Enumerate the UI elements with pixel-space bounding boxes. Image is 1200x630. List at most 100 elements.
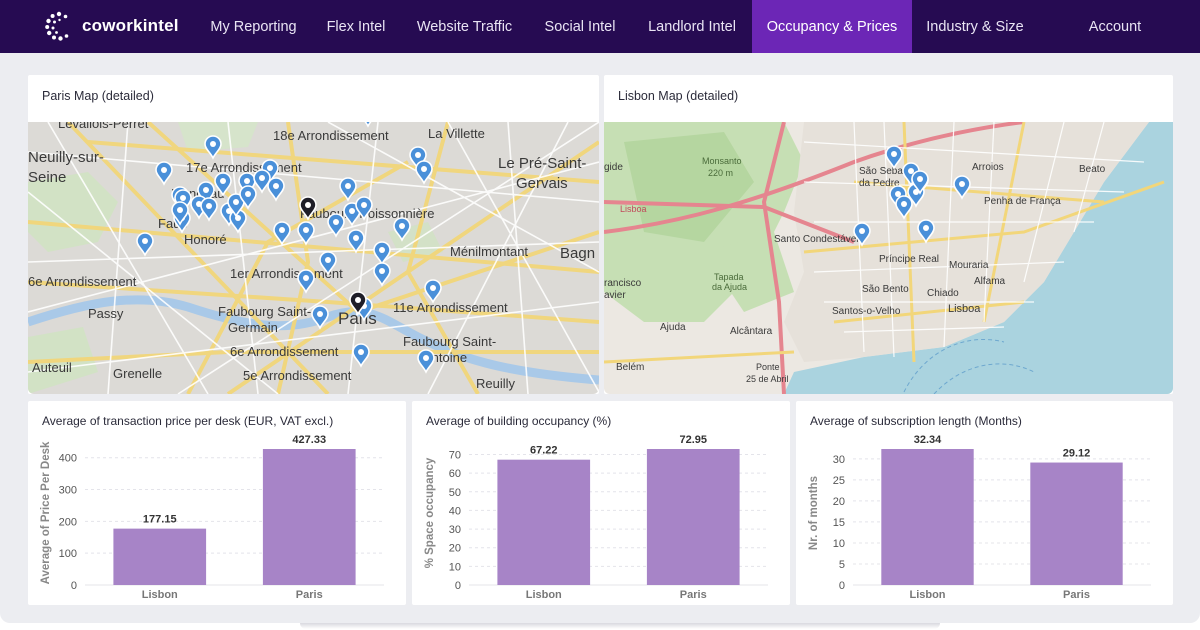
map-place-label: Tapada <box>714 272 744 282</box>
occupancy-chart-title: Average of building occupancy (%) <box>426 414 612 428</box>
location-marker-icon[interactable] <box>373 262 391 287</box>
nav-landlord-intel[interactable]: Landlord Intel <box>648 18 736 35</box>
map-place-label: Le Pré-Saint- <box>498 155 586 172</box>
map-place-label: Gervais <box>516 175 568 192</box>
location-marker-icon[interactable] <box>200 197 218 222</box>
location-marker-icon[interactable] <box>885 145 903 170</box>
nav-my-reporting[interactable]: My Reporting <box>210 18 297 35</box>
location-marker-icon[interactable] <box>352 343 370 368</box>
location-marker-icon[interactable] <box>953 175 971 200</box>
location-marker-icon[interactable] <box>895 195 913 220</box>
location-marker-icon[interactable] <box>360 122 376 128</box>
map-place-label: 220 m <box>708 168 733 178</box>
map-place-label: Auteuil <box>32 360 72 375</box>
map-place-label: La Villette <box>428 126 485 141</box>
location-marker-icon[interactable] <box>299 196 317 221</box>
location-marker-icon[interactable] <box>355 196 373 221</box>
location-marker-icon[interactable] <box>415 160 433 185</box>
map-place-label: rancisco <box>604 278 642 289</box>
y-tick-label: 10 <box>449 561 461 573</box>
bottom-shadow <box>300 623 940 629</box>
bar-lisbon[interactable] <box>881 449 974 585</box>
map-place-label: 6e Arrondissement <box>28 274 137 289</box>
y-tick-label: 400 <box>59 453 77 465</box>
location-marker-icon[interactable] <box>204 135 222 160</box>
map-place-label: São Bento <box>862 284 909 295</box>
map-place-label: Príncipe Real <box>879 254 939 265</box>
y-axis-title: % Space occupancy <box>424 457 436 568</box>
location-marker-icon[interactable] <box>273 221 291 246</box>
location-marker-icon[interactable] <box>343 202 361 227</box>
lisbon-map-card: Lisbon Map (detailed) <box>604 75 1173 394</box>
location-marker-icon[interactable] <box>267 177 285 202</box>
location-marker-icon[interactable] <box>409 146 427 171</box>
location-marker-icon[interactable] <box>297 221 315 246</box>
nav-industry-size[interactable]: Industry & Size <box>926 18 1024 35</box>
nav-website-traffic[interactable]: Website Traffic <box>416 18 513 35</box>
location-marker-icon[interactable] <box>297 269 315 294</box>
location-marker-icon[interactable] <box>373 241 391 266</box>
map-place-label: Mouraria <box>949 260 989 271</box>
y-tick-label: 200 <box>59 516 77 528</box>
map-place-label: Honoré <box>184 232 227 247</box>
bar-lisbon[interactable] <box>113 528 207 585</box>
paris-map[interactable]: Levallois-Perret 18e Arrondissement La V… <box>28 122 599 394</box>
location-marker-icon[interactable] <box>155 161 173 186</box>
location-marker-icon[interactable] <box>319 251 337 276</box>
location-marker-icon[interactable] <box>393 217 411 242</box>
location-marker-icon[interactable] <box>239 185 257 210</box>
location-marker-icon[interactable] <box>349 291 367 316</box>
y-tick-label: 15 <box>833 517 845 529</box>
brand[interactable]: coworkintel <box>44 9 179 43</box>
location-marker-icon[interactable] <box>327 213 345 238</box>
paris-map-title: Paris Map (detailed) <box>42 89 154 103</box>
bar-paris[interactable] <box>646 449 740 585</box>
x-category-label: Lisbon <box>142 589 178 601</box>
location-marker-icon[interactable] <box>347 229 365 254</box>
bar-lisbon[interactable] <box>497 459 591 585</box>
paris-map-card: Paris Map (detailed) <box>28 75 599 394</box>
location-marker-icon[interactable] <box>171 201 189 226</box>
nav-occupancy-prices[interactable]: Occupancy & Prices <box>752 0 912 53</box>
map-place-label: Ménilmontant <box>450 244 528 259</box>
bar-paris[interactable] <box>262 449 356 585</box>
bar-paris[interactable] <box>1030 462 1123 585</box>
map-place-label: 1er Arrondissement <box>230 266 343 281</box>
map-place-label: Antoine <box>423 350 467 365</box>
y-tick-label: 70 <box>449 449 461 461</box>
location-marker-icon[interactable] <box>136 232 154 257</box>
location-marker-icon[interactable] <box>424 279 442 304</box>
y-tick-label: 30 <box>833 454 845 466</box>
brand-name: coworkintel <box>82 16 179 35</box>
nav-account[interactable]: Account <box>1088 18 1142 35</box>
map-place-label: Ponte <box>756 362 780 372</box>
subscription-chart-card: Average of subscription length (Months) … <box>796 401 1173 605</box>
map-place-label: Alcântara <box>730 326 773 337</box>
y-tick-label: 10 <box>833 538 845 550</box>
map-place-label: Grenelle <box>113 366 162 381</box>
y-tick-label: 100 <box>59 548 77 560</box>
dashboard-canvas: Paris Map (detailed) <box>0 53 1200 630</box>
map-place-label: da Ajuda <box>712 282 747 292</box>
y-tick-label: 20 <box>833 496 845 508</box>
map-place-label: Chiado <box>927 288 959 299</box>
y-tick-label: 0 <box>839 580 845 592</box>
location-marker-icon[interactable] <box>911 170 929 195</box>
location-marker-icon[interactable] <box>311 305 329 330</box>
price-chart-title: Average of transaction price per desk (E… <box>42 414 334 428</box>
y-tick-label: 25 <box>833 475 845 487</box>
lisbon-map[interactable]: Monsanto 220 m gide Lisboa São Sebas da … <box>604 122 1173 394</box>
location-marker-icon[interactable] <box>339 177 357 202</box>
nav-flex-intel[interactable]: Flex Intel <box>326 18 386 35</box>
y-tick-label: 300 <box>59 485 77 497</box>
map-place-label: Santos-o-Velho <box>832 306 901 317</box>
location-marker-icon[interactable] <box>417 349 435 374</box>
location-marker-icon[interactable] <box>227 193 245 218</box>
location-marker-icon[interactable] <box>853 222 871 247</box>
nav-social-intel[interactable]: Social Intel <box>544 18 616 35</box>
location-marker-icon[interactable] <box>917 219 935 244</box>
map-place-label: 11e Arrondissement <box>393 300 508 315</box>
bar-value-label: 67.22 <box>530 445 558 457</box>
location-marker-icon[interactable] <box>214 172 232 197</box>
x-category-label: Paris <box>680 589 707 601</box>
